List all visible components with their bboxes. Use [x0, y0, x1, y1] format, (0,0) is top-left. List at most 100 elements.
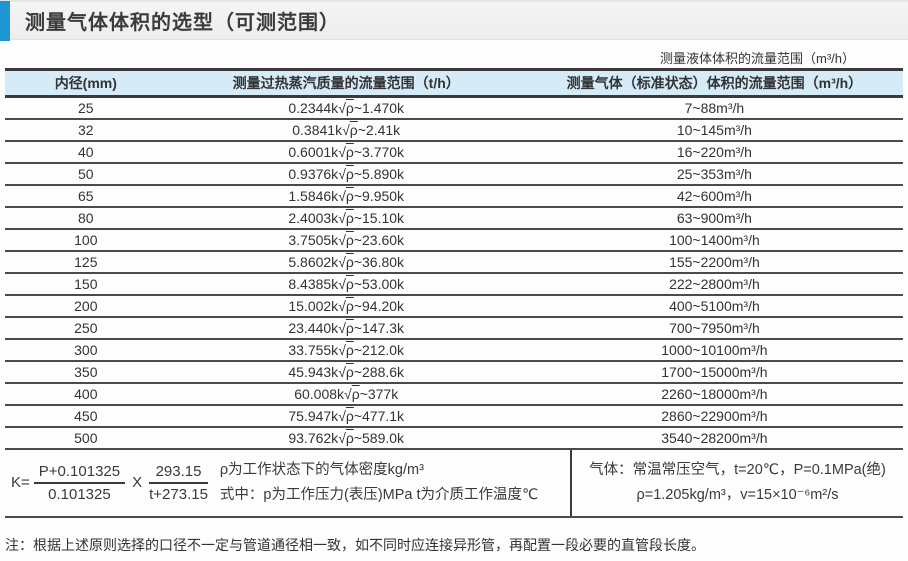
- table-row: 65 1.5846k√ρ~9.950k 42~600m³/h: [5, 184, 903, 208]
- page-title: 测量气体体积的选型（可测范围）: [25, 12, 340, 34]
- sqrt-rho-symbol: ρ: [345, 209, 354, 226]
- cell-steam-flow-range: 0.6001k√ρ~3.770k: [166, 140, 526, 164]
- fraction-pressure-numerator: P+0.101325: [33, 463, 126, 484]
- table-header-row: 内径(mm) 测量过热蒸汽质量的流量范围（t/h） 测量气体（标准状态）体积的流…: [5, 69, 903, 98]
- table-body: 25 0.2344k√ρ~1.470k 7~88m³/h 32 0.3841k√ρ~2.…: [5, 96, 903, 450]
- cell-inner-diameter: 150: [5, 272, 167, 296]
- sqrt-rho-symbol: ρ: [345, 253, 354, 270]
- sqrt-rho-symbol: ρ: [345, 341, 354, 358]
- table-row: 125 5.8602k√ρ~36.80k 155~2200m³/h: [5, 250, 903, 274]
- cell-steam-flow-range: 1.5846k√ρ~9.950k: [166, 184, 526, 208]
- cell-steam-flow-range: 93.762k√ρ~589.0k: [166, 426, 526, 450]
- title-accent-bar: [0, 0, 10, 41]
- col-header-gas-range: 测量气体（标准状态）体积的流量范围（m³/h）: [525, 69, 903, 98]
- cell-inner-diameter: 250: [5, 316, 167, 340]
- k-factor-formula: K= P+0.101325 0.101325 X 293.15 t+273.15…: [5, 450, 570, 517]
- table-row: 450 75.947k√ρ~477.1k 2860~22900m³/h: [5, 404, 903, 428]
- sqrt-rho-symbol: ρ: [345, 275, 354, 292]
- cell-gas-flow-range: 400~5100m³/h: [525, 294, 903, 318]
- cell-steam-flow-range: 15.002k√ρ~94.20k: [166, 294, 526, 318]
- cell-gas-flow-range: 100~1400m³/h: [525, 228, 903, 252]
- cell-gas-flow-range: 2260~18000m³/h: [525, 382, 903, 406]
- col-header-steam-range: 测量过热蒸汽质量的流量范围（t/h）: [166, 69, 526, 98]
- cell-steam-flow-range: 2.4003k√ρ~15.10k: [166, 206, 526, 230]
- cell-steam-flow-range: 45.943k√ρ~288.6k: [166, 360, 526, 384]
- cell-inner-diameter: 40: [5, 140, 167, 164]
- table-row: 500 93.762k√ρ~589.0k 3540~28200m³/h: [5, 426, 903, 450]
- fraction-pressure-denominator: 0.101325: [48, 485, 111, 503]
- cell-gas-flow-range: 10~145m³/h: [525, 118, 903, 142]
- cell-steam-flow-range: 75.947k√ρ~477.1k: [166, 404, 526, 428]
- sqrt-rho-symbol: ρ: [349, 121, 358, 138]
- formula-notes: ρ为工作状态下的气体密度kg/m³ 式中：p为工作压力(表压)MPa t为介质工…: [220, 458, 538, 509]
- cell-inner-diameter: 300: [5, 338, 167, 362]
- formula-note-density: ρ为工作状态下的气体密度kg/m³: [219, 461, 424, 478]
- sqrt-rho-symbol: ρ: [345, 187, 354, 204]
- cell-inner-diameter: 350: [5, 360, 167, 384]
- table-row: 100 3.7505k√ρ~23.60k 100~1400m³/h: [5, 228, 903, 252]
- table-row: 25 0.2344k√ρ~1.470k 7~88m³/h: [5, 96, 903, 120]
- cell-inner-diameter: 500: [5, 426, 167, 450]
- footnote: 注：根据上述原则选择的口径不一定与管道通径相一致，如不同时应连接异形管，再配置一…: [5, 537, 705, 554]
- cell-steam-flow-range: 3.7505k√ρ~23.60k: [166, 228, 526, 252]
- sqrt-rho-symbol: ρ: [345, 407, 354, 424]
- cell-inner-diameter: 450: [5, 404, 167, 428]
- fraction-temperature-numerator: 293.15: [149, 463, 208, 484]
- gas-condition-line1: 气体：常温常压空气，t=20℃，P=0.1MPa(绝): [589, 461, 886, 478]
- formula-section: K= P+0.101325 0.101325 X 293.15 t+273.15…: [5, 449, 903, 519]
- sqrt-rho-symbol: ρ: [345, 429, 354, 446]
- page-header: 测量气体体积的选型（可测范围）: [0, 0, 908, 41]
- cell-gas-flow-range: 1000~10100m³/h: [525, 338, 903, 362]
- fraction-pressure: P+0.101325 0.101325: [33, 463, 126, 503]
- cell-gas-flow-range: 7~88m³/h: [525, 96, 903, 120]
- cell-inner-diameter: 50: [5, 162, 167, 186]
- cell-gas-flow-range: 25~353m³/h: [525, 162, 903, 186]
- flow-range-table: 内径(mm) 测量过热蒸汽质量的流量范围（t/h） 测量气体（标准状态）体积的流…: [5, 68, 903, 450]
- cell-steam-flow-range: 33.755k√ρ~212.0k: [166, 338, 526, 362]
- sqrt-rho-symbol: ρ: [351, 385, 360, 402]
- cell-inner-diameter: 65: [5, 184, 167, 208]
- sqrt-rho-symbol: ρ: [345, 319, 354, 336]
- cell-gas-flow-range: 63~900m³/h: [525, 206, 903, 230]
- cell-gas-flow-range: 2860~22900m³/h: [525, 404, 903, 428]
- cell-gas-flow-range: 155~2200m³/h: [525, 250, 903, 274]
- gas-condition-line2: ρ=1.205kg/m³，v=15×10⁻⁶m²/s: [636, 486, 839, 503]
- gas-reference-conditions: 气体：常温常压空气，t=20℃，P=0.1MPa(绝) ρ=1.205kg/m³…: [570, 449, 903, 517]
- table-row: 50 0.9376k√ρ~5.890k 25~353m³/h: [5, 162, 903, 186]
- sqrt-rho-symbol: ρ: [345, 231, 354, 248]
- cell-steam-flow-range: 23.440k√ρ~147.3k: [166, 316, 526, 340]
- formula-note-variables: 式中：p为工作压力(表压)MPa t为介质工作温度℃: [219, 486, 539, 503]
- table-row: 150 8.4385k√ρ~53.00k 222~2800m³/h: [5, 272, 903, 296]
- k-label: K=: [11, 474, 30, 492]
- cell-inner-diameter: 400: [5, 382, 167, 406]
- cell-inner-diameter: 32: [5, 118, 167, 142]
- sqrt-rho-symbol: ρ: [345, 143, 354, 160]
- col-header-inner-diameter: 内径(mm): [5, 69, 167, 98]
- cell-steam-flow-range: 0.3841k√ρ~2.41k: [166, 118, 526, 142]
- sqrt-rho-symbol: ρ: [345, 99, 354, 116]
- cell-inner-diameter: 25: [5, 96, 167, 120]
- table-row: 200 15.002k√ρ~94.20k 400~5100m³/h: [5, 294, 903, 318]
- fraction-temperature-denominator: t+273.15: [149, 485, 208, 503]
- cell-steam-flow-range: 5.8602k√ρ~36.80k: [166, 250, 526, 274]
- table-row: 250 23.440k√ρ~147.3k 700~7950m³/h: [5, 316, 903, 340]
- cell-gas-flow-range: 700~7950m³/h: [525, 316, 903, 340]
- fraction-temperature: 293.15 t+273.15: [149, 463, 208, 503]
- cell-gas-flow-range: 16~220m³/h: [525, 140, 903, 164]
- cell-gas-flow-range: 1700~15000m³/h: [525, 360, 903, 384]
- cell-inner-diameter: 125: [5, 250, 167, 274]
- cell-steam-flow-range: 0.9376k√ρ~5.890k: [166, 162, 526, 186]
- sqrt-rho-symbol: ρ: [345, 297, 354, 314]
- table-row: 400 60.008k√ρ~377k 2260~18000m³/h: [5, 382, 903, 406]
- sqrt-rho-symbol: ρ: [345, 363, 354, 380]
- cell-inner-diameter: 200: [5, 294, 167, 318]
- cell-steam-flow-range: 0.2344k√ρ~1.470k: [166, 96, 526, 120]
- table-row: 32 0.3841k√ρ~2.41k 10~145m³/h: [5, 118, 903, 142]
- cell-gas-flow-range: 222~2800m³/h: [525, 272, 903, 296]
- sqrt-rho-symbol: ρ: [345, 165, 354, 182]
- table-row: 40 0.6001k√ρ~3.770k 16~220m³/h: [5, 140, 903, 164]
- table-row: 80 2.4003k√ρ~15.10k 63~900m³/h: [5, 206, 903, 230]
- table-row: 350 45.943k√ρ~288.6k 1700~15000m³/h: [5, 360, 903, 384]
- liquid-flow-note: 测量液体体积的流量范围（m³/h）: [659, 51, 855, 66]
